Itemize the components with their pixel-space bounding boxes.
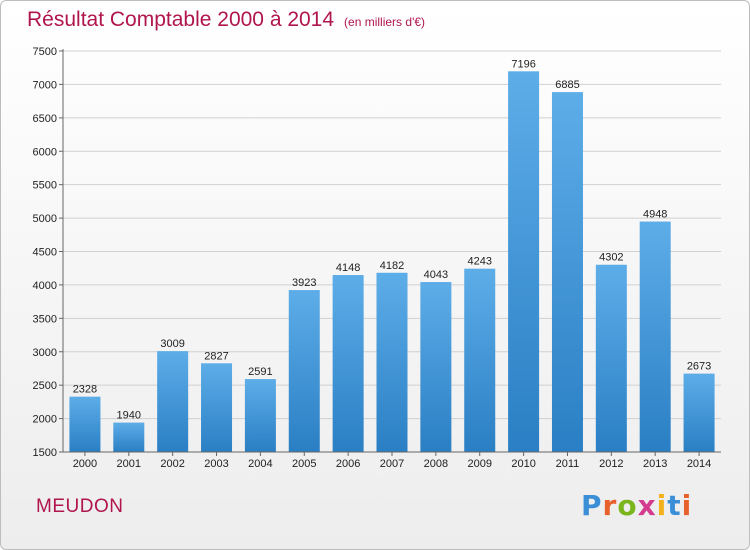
bar [157, 351, 189, 452]
y-tick-label: 2000 [33, 414, 57, 426]
y-tick-label: 5000 [33, 213, 57, 225]
x-tick-label: 2001 [117, 458, 141, 470]
bar [464, 268, 496, 452]
x-tick-label: 2014 [687, 458, 711, 470]
data-label: 4243 [467, 256, 491, 268]
x-tick-label: 2002 [160, 458, 184, 470]
y-tick-label: 4500 [33, 247, 57, 259]
y-tick-label: 1500 [33, 447, 57, 459]
bars: 2328 1940 3009 2827 2591 3923 4148 4182 4043 4243… [69, 58, 715, 453]
bar [420, 282, 452, 452]
x-tick-label: 2006 [336, 458, 360, 470]
chart-title-text: Résultat Comptable 2000 à 2014 [27, 8, 335, 31]
axes: 1500 2000 2500 3000 3500 4000 4500 5000 5500 6000… [33, 46, 721, 470]
data-label: 2827 [204, 350, 228, 362]
x-tick-label: 2009 [467, 458, 491, 470]
bar [113, 422, 145, 452]
y-tick-label: 5500 [33, 180, 57, 192]
y-tick-label: 7500 [33, 46, 57, 58]
data-label: 7196 [511, 58, 535, 70]
x-tick-label: 2007 [380, 458, 404, 470]
data-label: 4182 [380, 260, 404, 272]
logo-letter: o [617, 489, 638, 522]
x-tick-label: 2008 [424, 458, 448, 470]
logo-letter: r [602, 489, 618, 522]
data-label: 3009 [160, 338, 184, 350]
x-tick-label: 2013 [643, 458, 667, 470]
logo-letter: i [681, 489, 693, 522]
data-label: 4148 [336, 262, 360, 274]
logo-letter: x [637, 489, 657, 522]
bar [244, 379, 276, 452]
bar [288, 290, 320, 452]
data-label: 6885 [555, 79, 579, 91]
city-name: MEUDON [36, 496, 124, 517]
x-tick-label: 2004 [248, 458, 272, 470]
data-label: 1940 [117, 410, 141, 422]
data-label: 4948 [643, 209, 667, 221]
data-label: 2591 [248, 366, 272, 378]
y-tick-label: 2500 [33, 380, 57, 392]
y-tick-label: 6000 [33, 146, 57, 158]
y-tick-label: 6500 [33, 113, 57, 125]
bar [376, 272, 408, 452]
y-tick-label: 4000 [33, 280, 57, 292]
logo-letter: t [667, 489, 682, 522]
bar [551, 92, 583, 452]
y-tick-label: 3500 [33, 313, 57, 325]
data-label: 2673 [687, 361, 711, 373]
chart-subtitle: (en milliers d'€) [344, 15, 426, 29]
x-tick-label: 2005 [292, 458, 316, 470]
bar [639, 221, 671, 452]
x-tick-label: 2011 [556, 458, 580, 470]
x-tick-label: 2010 [511, 458, 535, 470]
y-tick-label: 7000 [33, 79, 57, 91]
x-tick-label: 2012 [599, 458, 623, 470]
logo-letter: i [656, 489, 668, 522]
data-label: 2328 [73, 384, 97, 396]
x-tick-label: 2000 [73, 458, 97, 470]
bar [508, 71, 540, 453]
bar [683, 373, 715, 452]
x-tick-label: 2003 [204, 458, 228, 470]
y-tick-label: 3000 [33, 347, 57, 359]
bar [201, 363, 233, 452]
bar [595, 264, 627, 452]
chart-title: Résultat Comptable 2000 à 2014 (en millie… [27, 8, 425, 32]
data-label: 4043 [424, 269, 448, 281]
bar [332, 275, 364, 452]
logo-letter: P [581, 489, 603, 522]
data-label: 3923 [292, 277, 316, 289]
data-label: 4302 [599, 252, 623, 264]
bar [69, 396, 101, 452]
proxiti-logo: Proxiti [581, 489, 692, 522]
